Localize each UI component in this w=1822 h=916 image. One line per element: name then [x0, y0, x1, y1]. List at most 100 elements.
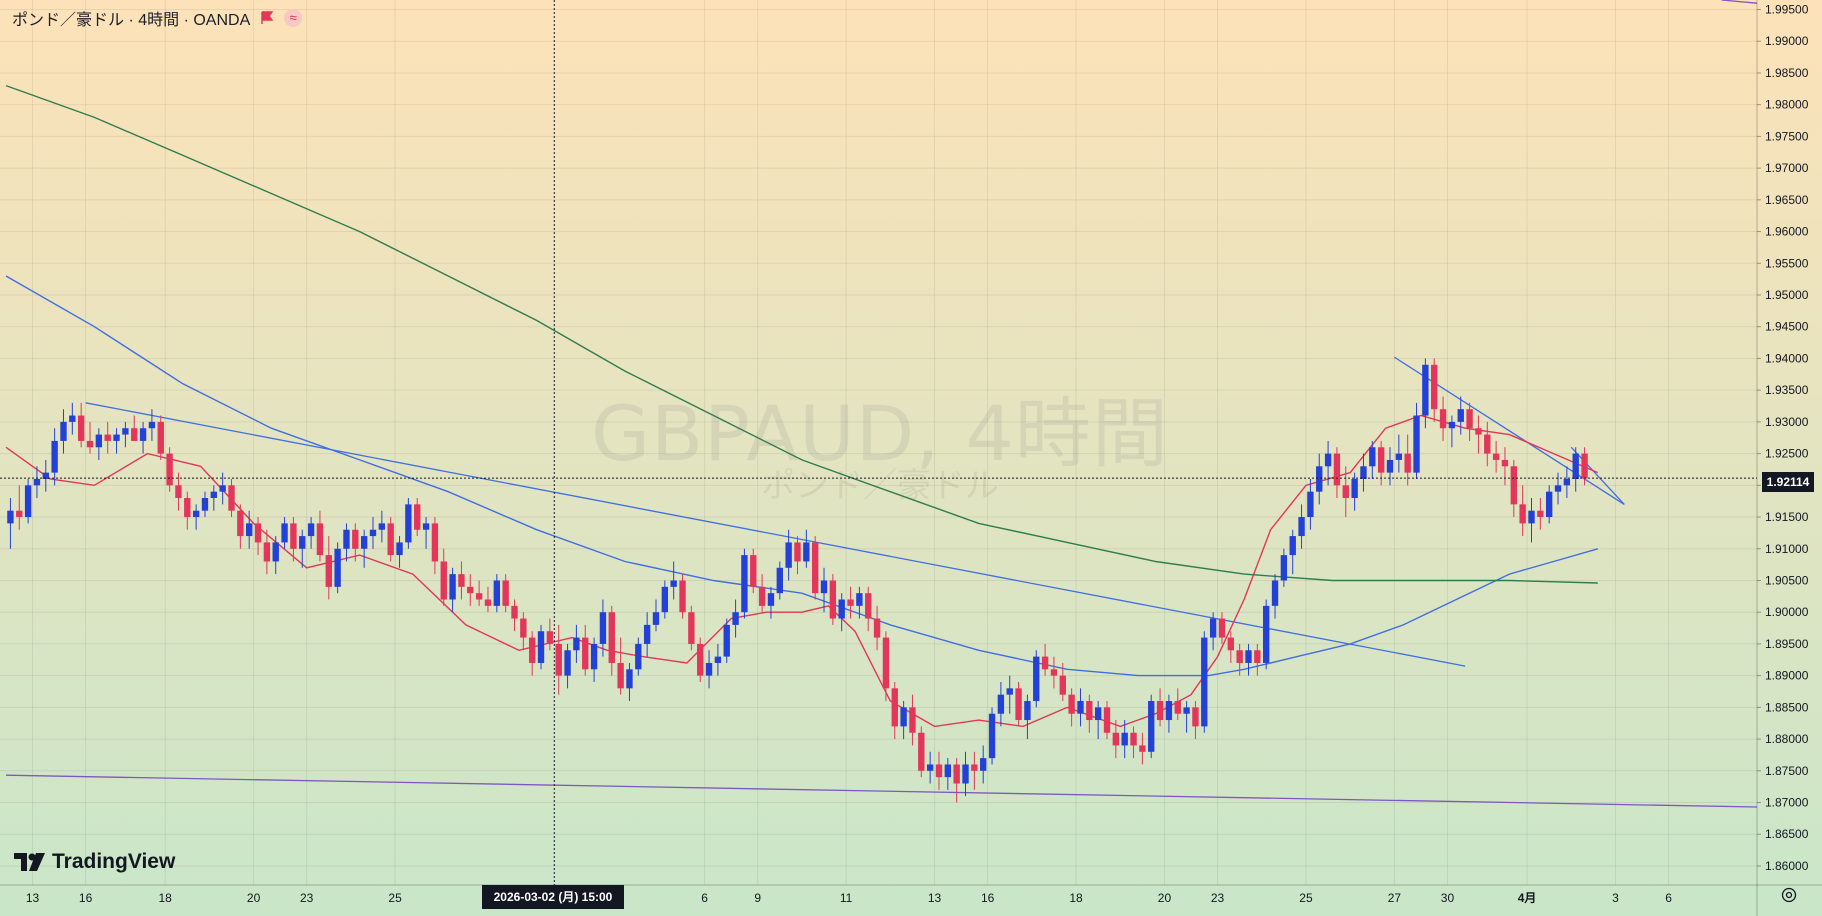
candle-body	[467, 586, 474, 594]
candle-body	[166, 453, 173, 486]
price-axis-labels: 1.99500 1.99000 1.98500 1.98000 1.97500 1.970…	[1757, 3, 1809, 873]
price-tick-label: 1.86000	[1765, 859, 1809, 873]
candle-up	[944, 758, 952, 790]
candle-body	[803, 542, 810, 562]
candle-up	[1316, 453, 1323, 505]
candle-body	[1139, 745, 1146, 752]
candle-down	[582, 624, 589, 676]
candle-down	[166, 447, 173, 492]
candle-up	[334, 542, 341, 594]
candle-up	[42, 459, 49, 492]
candle-body	[201, 498, 209, 511]
candle-up	[139, 421, 147, 454]
candle-up	[113, 428, 120, 454]
candle-down	[909, 694, 916, 746]
candle-up	[1024, 694, 1031, 740]
candle-body	[1484, 434, 1491, 454]
candle-down	[387, 517, 394, 562]
candle-body	[794, 542, 801, 562]
candle-body	[1554, 485, 1562, 492]
candle-up	[1165, 694, 1173, 733]
candle-body	[325, 555, 332, 587]
time-tick-label: 16	[981, 891, 995, 905]
candle-down	[688, 605, 695, 651]
candle-body	[369, 529, 377, 537]
candle-body	[732, 612, 739, 625]
candle-down	[1510, 459, 1517, 518]
candle-body	[750, 555, 757, 587]
tradingview-logo[interactable]: TradingView	[14, 850, 175, 874]
candle-body	[1148, 701, 1155, 752]
candle-body	[1033, 656, 1040, 702]
candle-down	[316, 510, 324, 562]
plot-area	[0, 0, 1757, 885]
candle-up	[1280, 548, 1288, 587]
candle-down	[263, 529, 271, 575]
candle-body	[1130, 732, 1137, 746]
candle-body	[529, 637, 536, 663]
candle-body	[122, 428, 129, 435]
candle-body	[714, 656, 722, 663]
candle-body	[360, 536, 368, 549]
candle-up	[705, 650, 713, 689]
price-tick-label: 1.96500	[1765, 193, 1809, 207]
candle-up	[564, 643, 571, 689]
time-tick-label: 18	[159, 891, 173, 905]
candle-body	[697, 643, 704, 676]
candle-down	[175, 472, 182, 511]
crosshair-date-label: 2026-03-02 (月) 15:00	[482, 885, 624, 909]
candle-body	[1563, 478, 1571, 486]
trendline	[85, 402, 1466, 667]
candle-body	[661, 586, 669, 613]
candle-body	[431, 523, 439, 562]
candle-body	[1439, 409, 1447, 429]
time-tick-label: 16	[79, 891, 93, 905]
candle-down	[1050, 656, 1058, 689]
flag-icon[interactable]	[260, 11, 274, 25]
candle-body	[511, 605, 518, 619]
candle-body	[1528, 510, 1535, 524]
time-tick-label: 18	[1069, 891, 1083, 905]
candle-up	[272, 536, 279, 575]
tradingview-logo-text: TradingView	[52, 850, 176, 873]
candle-body	[670, 580, 677, 587]
candle-up	[838, 593, 845, 632]
settings-icon[interactable]	[1780, 886, 1798, 904]
candle-body	[316, 523, 324, 556]
time-tick-label: 20	[247, 891, 261, 905]
price-tick-label: 1.95500	[1765, 256, 1809, 270]
candle-down	[77, 402, 85, 448]
candle-body	[1466, 409, 1473, 429]
candle-body	[7, 510, 14, 524]
candle-body	[1307, 491, 1314, 518]
candle-down	[254, 517, 262, 556]
candle-up	[1554, 472, 1562, 505]
candle-down	[458, 561, 465, 600]
wave-icon[interactable]: ≈	[284, 9, 303, 27]
candle-body	[865, 593, 872, 619]
candle-body	[1289, 536, 1296, 556]
candle-body	[184, 498, 191, 518]
candle-body	[1094, 707, 1102, 721]
time-tick-label: 13	[928, 891, 942, 905]
candle-body	[1422, 364, 1429, 416]
candle-up	[369, 517, 377, 549]
candle-down	[1475, 415, 1482, 454]
candle-up	[7, 498, 14, 549]
candle-down	[918, 726, 925, 778]
candle-down	[131, 415, 138, 441]
candle-up	[1121, 720, 1128, 759]
candle-body	[652, 612, 660, 625]
candle-up	[1422, 358, 1429, 429]
candle-body	[42, 472, 49, 479]
candle-body	[299, 536, 306, 549]
candle-body	[1236, 650, 1243, 663]
price-tick-label: 1.97000	[1765, 161, 1809, 175]
candle-up	[1033, 650, 1040, 708]
candle-up	[1545, 485, 1553, 524]
candle-up	[626, 662, 633, 702]
time-tick-label: 4月	[1518, 891, 1537, 905]
candle-up	[767, 586, 775, 619]
